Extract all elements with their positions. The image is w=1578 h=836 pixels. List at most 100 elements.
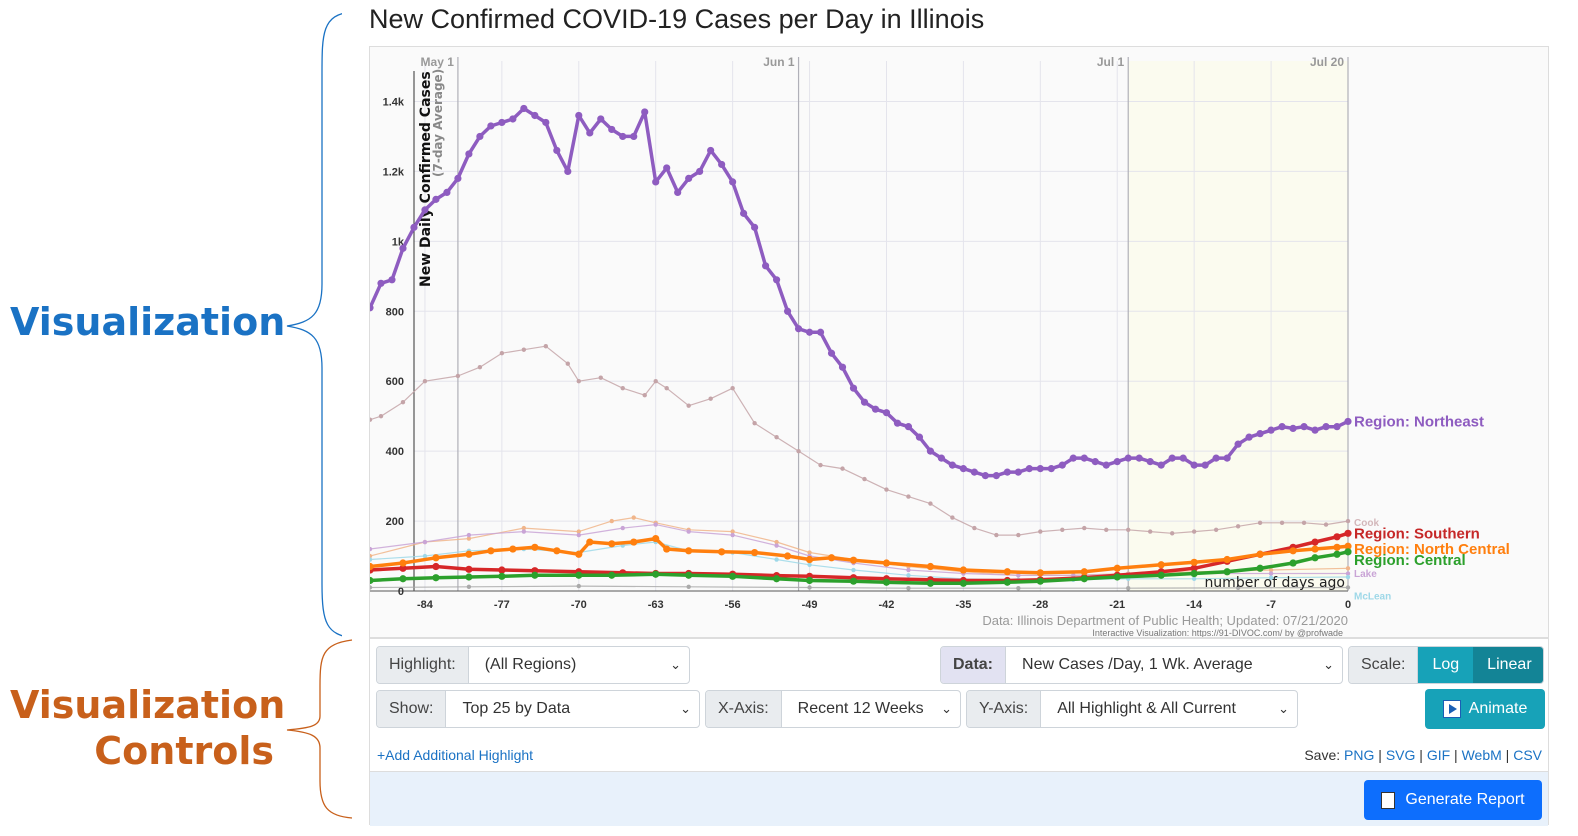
data-point (1289, 547, 1297, 555)
data-point (730, 529, 735, 534)
data-point (465, 550, 473, 558)
data-point (576, 583, 581, 589)
y-tick-label: 400 (386, 446, 404, 458)
data-point (1069, 454, 1077, 462)
save-label: Save: (1304, 747, 1341, 763)
data-point (608, 125, 616, 134)
series-end-label: Cook (1354, 518, 1379, 529)
data-point (730, 386, 735, 391)
data-point (1201, 461, 1209, 469)
scale-log-button[interactable]: Log (1418, 647, 1474, 683)
data-point (1311, 545, 1319, 553)
data-point (1126, 527, 1131, 533)
save-svg-link[interactable]: SVG (1385, 747, 1416, 763)
data-point (1311, 426, 1319, 434)
data-point (652, 178, 660, 186)
data-point (959, 465, 967, 473)
animate-button[interactable]: Animate (1425, 689, 1545, 729)
data-point (992, 472, 1000, 480)
scale-linear-button[interactable]: Linear (1473, 647, 1543, 683)
data-point (1016, 586, 1021, 591)
data-point (740, 209, 748, 217)
data-point (1345, 566, 1351, 571)
save-links: Save: PNG | SVG | GIF | WebM | CSV (1304, 747, 1542, 763)
data-point (882, 578, 891, 586)
data-point (772, 276, 781, 284)
data-point (498, 118, 506, 127)
data-point (421, 206, 429, 214)
y-tick-label: 1.2k (383, 166, 405, 178)
generate-report-label: Generate Report (1405, 791, 1525, 808)
data-point (1148, 529, 1153, 534)
data-point (1322, 423, 1330, 431)
highlight-select[interactable]: (All Regions) ⌄ (469, 647, 689, 683)
generate-report-button[interactable]: Generate Report (1364, 780, 1542, 820)
yaxis-value: All Highlight & All Current (1057, 700, 1236, 717)
data-point (816, 328, 825, 336)
add-highlight-link[interactable]: +Add Additional Highlight (377, 747, 534, 763)
data-point (752, 420, 757, 426)
save-png-link[interactable]: PNG (1344, 747, 1375, 763)
data-point (774, 434, 779, 440)
series-end-label: Region: Southern (1354, 525, 1480, 542)
data-point (476, 132, 484, 141)
data-point (970, 468, 978, 476)
data-point (1003, 468, 1011, 476)
visualization-controls: Highlight: (All Regions) ⌄ Data: New Case… (369, 638, 1549, 826)
data-point (1268, 575, 1274, 580)
data-point (674, 188, 682, 196)
recent-shade (1128, 61, 1348, 591)
scale-label: Scale: (1349, 647, 1419, 683)
data-point (1345, 571, 1351, 576)
y-tick-label: 800 (386, 306, 404, 318)
data-point (1080, 575, 1088, 583)
data-point (1267, 426, 1275, 434)
data-select[interactable]: New Cases /Day, 1 Wk. Average ⌄ (1006, 647, 1342, 683)
data-point (906, 494, 911, 499)
data-point (664, 386, 669, 391)
data-point (1344, 542, 1352, 550)
data-point (1223, 568, 1231, 576)
data-point (774, 543, 779, 548)
data-point (730, 532, 735, 538)
data-point (663, 545, 671, 553)
data-point (827, 554, 836, 562)
data-point (708, 396, 713, 401)
save-gif-link[interactable]: GIF (1426, 747, 1451, 763)
data-point (641, 108, 649, 116)
data-point (466, 536, 472, 541)
chevron-down-icon: ⌄ (941, 701, 952, 716)
data-point (1300, 423, 1308, 431)
data-point (487, 547, 495, 555)
data-point (1333, 543, 1341, 551)
xaxis-select[interactable]: Recent 12 Weeks ⌄ (782, 691, 960, 727)
data-point (1169, 531, 1175, 536)
data-point (794, 325, 803, 333)
data-point (410, 223, 418, 231)
data-point (1345, 585, 1351, 590)
data-point (926, 447, 935, 455)
data-point (432, 574, 440, 582)
data-point (521, 525, 527, 531)
data-point (774, 539, 779, 545)
data-point (1003, 568, 1011, 576)
chevron-down-icon: ⌄ (1323, 657, 1334, 672)
save-webm-link[interactable]: WebM (1461, 747, 1502, 763)
data-point (915, 433, 924, 441)
data-point (388, 276, 396, 284)
yaxis-select[interactable]: All Highlight & All Current ⌄ (1041, 691, 1297, 727)
data-point (1190, 461, 1198, 469)
show-select[interactable]: Top 25 by Data ⌄ (446, 691, 699, 727)
data-point (598, 375, 603, 380)
data-point (499, 351, 505, 356)
data-point (1060, 527, 1065, 533)
data-point (465, 565, 473, 573)
data-point (543, 344, 549, 349)
data-point (1157, 561, 1165, 569)
data-point (378, 413, 384, 419)
data-point (520, 104, 528, 113)
data-point (959, 579, 967, 587)
save-csv-link[interactable]: CSV (1513, 747, 1542, 763)
y-tick-label: 200 (386, 516, 404, 528)
data-point (477, 365, 483, 370)
